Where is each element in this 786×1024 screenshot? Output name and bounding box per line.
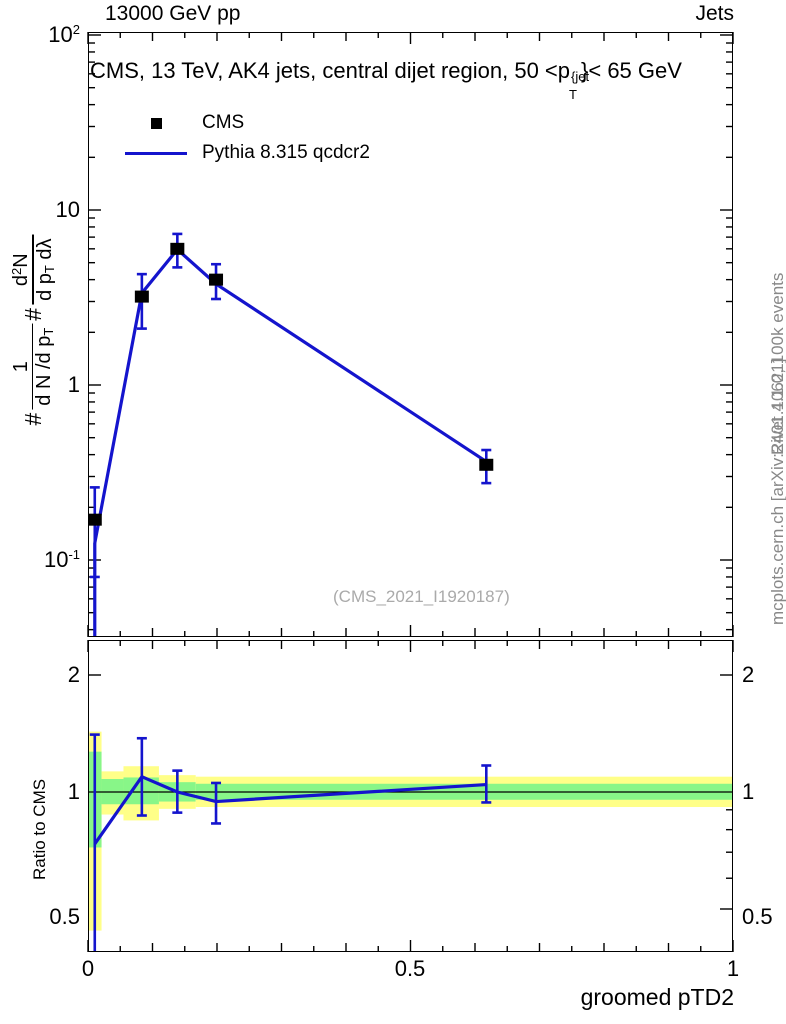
x-tick-label-0: 0 bbox=[81, 956, 95, 981]
caption-mcplots: mcplots.cern.ch [arXiv:2401.10621] bbox=[768, 358, 786, 625]
y-axis-dpt-sub: T bbox=[41, 327, 57, 336]
data-point-marker bbox=[134, 290, 149, 303]
y-axis-hash-outer: # bbox=[19, 412, 46, 426]
y-axis-d-exp: 2 bbox=[9, 267, 24, 275]
y-tick-label-main-0: 102 bbox=[48, 21, 80, 48]
y-tick-label-ratio-left-1: 1 bbox=[67, 779, 80, 804]
plot-title-tail: }< 65 GeV bbox=[581, 58, 682, 83]
y-axis-dn-text: d N / bbox=[33, 363, 56, 406]
x-tick-label-1: 0.5 bbox=[394, 956, 426, 981]
header-category: Jets bbox=[695, 2, 734, 25]
plot-title-main: CMS, 13 TeV, AK4 jets, central dijet reg… bbox=[90, 58, 571, 83]
y-tick-label-main-3: 10-1 bbox=[43, 546, 80, 573]
data-point-marker bbox=[170, 242, 185, 255]
y-tick-label-ratio-left-2: 0.5 bbox=[49, 904, 80, 929]
y-tick-label-ratio-right-0: 2 bbox=[742, 662, 755, 687]
data-point-marker bbox=[479, 458, 494, 471]
y-axis-d-text: d bbox=[10, 274, 32, 287]
y-axis-inner-fraction: d2N d pT dλ bbox=[9, 234, 57, 305]
y-axis-lambda: λ bbox=[33, 238, 56, 249]
analysis-id-watermark: (CMS_2021_I1920187) bbox=[333, 587, 510, 606]
legend: CMS Pythia 8.315 qcdcr2 bbox=[120, 108, 370, 168]
mc-curve-pythia bbox=[93, 247, 488, 544]
legend-item-pythia[interactable]: Pythia 8.315 qcdcr2 bbox=[120, 138, 370, 168]
plot-title-superscript: {jet bbox=[571, 69, 590, 84]
y-tick-label-ratio-right-2: 0.5 bbox=[742, 904, 773, 929]
y-axis-dpt-text: d p bbox=[33, 335, 56, 364]
y-axis-d2-text: d bbox=[33, 248, 56, 260]
y-tick-label-ratio-right-1: 1 bbox=[742, 779, 755, 804]
legend-marker-square-icon bbox=[120, 117, 192, 129]
legend-label-cms: CMS bbox=[202, 112, 245, 133]
y-axis-inner-numerator: d2N bbox=[9, 249, 32, 290]
y-tick-label-main-2: 1 bbox=[67, 372, 80, 397]
ratio-data-group bbox=[89, 733, 492, 951]
y-axis-label-ratio: Ratio to CMS bbox=[30, 778, 49, 880]
plot-title-subscript: T bbox=[569, 87, 577, 102]
legend-item-cms[interactable]: CMS bbox=[120, 108, 370, 138]
main-plot-panel bbox=[88, 32, 733, 637]
y-axis-dpt2-sub: T bbox=[41, 265, 57, 274]
header-collision-energy: 13000 GeV pp bbox=[105, 2, 241, 25]
ratio-uncertainty-bands bbox=[89, 731, 732, 931]
x-tick-label-2: 1 bbox=[726, 956, 740, 981]
main-data-group bbox=[89, 232, 494, 636]
y-axis-label-main: # 1 d N /d pT # d2N d pT dλ bbox=[9, 234, 57, 426]
data-point-marker bbox=[209, 273, 224, 286]
y-axis-n-text: N bbox=[10, 253, 32, 268]
plot-title: CMS, 13 TeV, AK4 jets, central dijet reg… bbox=[90, 58, 682, 102]
data-point-marker bbox=[89, 513, 102, 526]
legend-label-pythia: Pythia 8.315 qcdcr2 bbox=[202, 142, 370, 163]
x-axis-title: groomed pTD2 bbox=[580, 984, 734, 1010]
y-axis-hash-inner: # bbox=[19, 307, 46, 321]
y-axis-inner-denominator: d pT dλ bbox=[33, 234, 57, 304]
legend-marker-line-icon bbox=[120, 151, 192, 155]
y-axis-dpt2-text: d p bbox=[33, 273, 56, 301]
y-tick-label-ratio-left-0: 2 bbox=[67, 662, 80, 687]
y-tick-label-main-1: 10 bbox=[55, 197, 80, 222]
y-axis-outer-fraction: 1 d N /d pT bbox=[9, 323, 57, 410]
y-axis-outer-numerator: 1 bbox=[9, 361, 32, 373]
y-axis-outer-denominator: d N /d pT bbox=[33, 324, 57, 410]
